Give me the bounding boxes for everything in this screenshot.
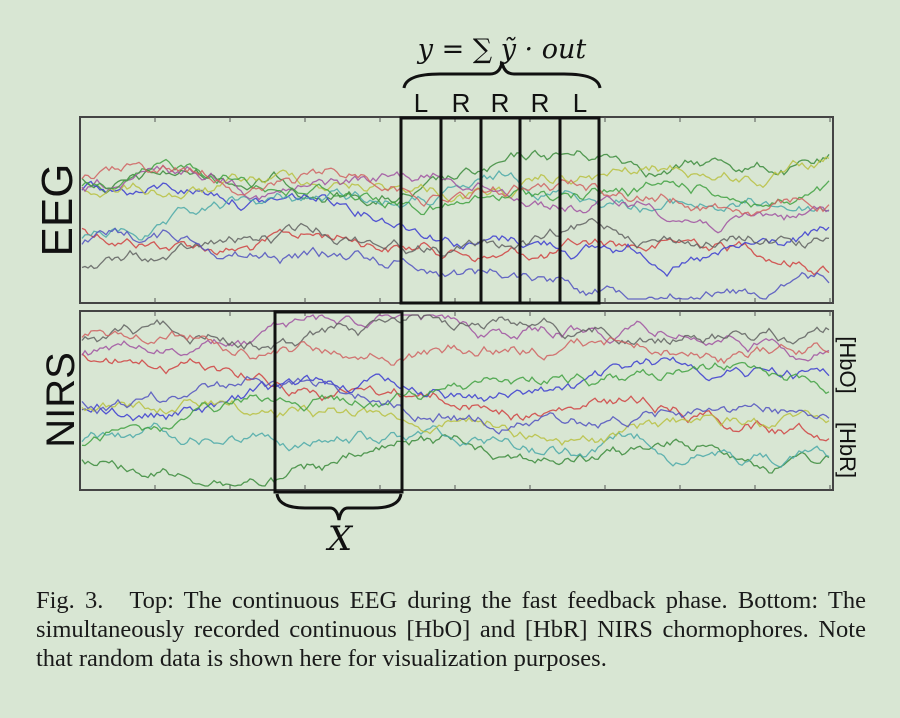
- window-label: R: [491, 88, 510, 118]
- formula: y = ∑ ỹ · out: [417, 34, 587, 65]
- signal-trace: [81, 158, 830, 216]
- nirs-axes: [79, 310, 834, 491]
- bottom-brace: [275, 493, 403, 521]
- figure-number: Fig. 3.: [36, 587, 104, 614]
- signal-trace: [81, 156, 830, 203]
- nirs-traces: [81, 314, 830, 487]
- signal-trace: [81, 227, 830, 300]
- hbr-label: [HbR]: [835, 422, 860, 478]
- signal-trace: [81, 422, 830, 468]
- caption-text: Top: The continuous EEG during the fast …: [36, 587, 866, 672]
- x-label: X: [325, 519, 354, 559]
- eeg-windows: [399, 116, 601, 305]
- signal-trace: [81, 169, 830, 241]
- window-label: L: [573, 88, 587, 118]
- window-label: R: [452, 88, 471, 118]
- signal-trace: [81, 161, 830, 217]
- eeg-label: EEG: [33, 164, 82, 257]
- signal-trace: [81, 329, 830, 366]
- nirs-window-x: [273, 310, 404, 494]
- window-label: L: [414, 88, 428, 118]
- figure: y = ∑ ỹ · out L R R R L X EEG NIRS [HbO]…: [33, 34, 860, 559]
- signal-trace: [81, 217, 830, 270]
- signal-trace: [81, 180, 830, 278]
- signal-trace: [81, 434, 830, 487]
- hbo-label: [HbO]: [835, 336, 860, 393]
- eeg-traces: [81, 149, 830, 300]
- nirs-label: NIRS: [39, 352, 83, 448]
- window-label: R: [531, 88, 550, 118]
- signal-trace: [81, 353, 830, 442]
- figure-caption: Fig. 3. Top: The continuous EEG during th…: [36, 586, 866, 673]
- signal-trace: [81, 227, 830, 276]
- signal-trace: [81, 361, 830, 447]
- signal-trace: [81, 375, 830, 435]
- top-brace: [402, 61, 602, 89]
- signal-trace: [81, 314, 830, 362]
- signal-trace: [81, 356, 830, 422]
- window-labels: L R R R L: [414, 88, 587, 118]
- signal-trace: [81, 398, 830, 446]
- signal-trace: [81, 314, 830, 351]
